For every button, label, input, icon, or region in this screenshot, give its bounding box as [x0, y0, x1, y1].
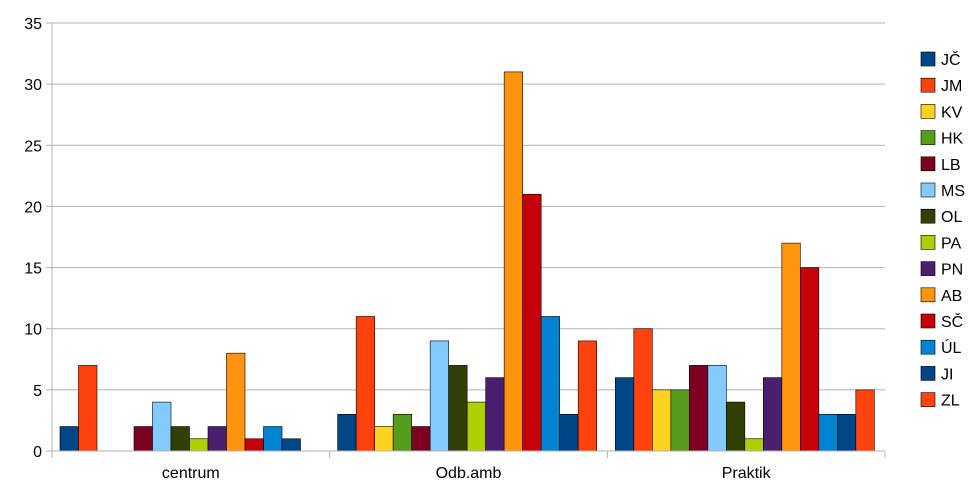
bar-centrum-JM	[78, 365, 98, 452]
legend-swatch	[920, 130, 936, 145]
legend-label: SČ	[941, 312, 963, 331]
legend-swatch	[920, 51, 936, 67]
axes: 0 5 10 15 20 25 30 35 centrum Odb.amb Praktik	[24, 16, 886, 482]
legend-label: PA	[941, 235, 961, 252]
bar-Praktik-PA	[744, 438, 764, 452]
bar-Odb.amb-LB	[411, 426, 431, 452]
bar-Praktik-AB	[781, 242, 801, 452]
legend-label: OL	[941, 209, 962, 226]
bar-Praktik-JI	[837, 414, 857, 452]
bar-centrum-PN	[207, 426, 227, 452]
bar-Odb.amb-PN	[485, 377, 505, 452]
x-category-label: centrum	[162, 465, 220, 482]
bar-Praktik-SČ	[800, 267, 820, 452]
legend-label: LB	[941, 157, 961, 174]
bar-Praktik-OL	[726, 401, 746, 452]
legend-swatch	[920, 182, 936, 198]
bar-Odb.amb-MS	[429, 340, 449, 452]
legend-label: JM	[941, 78, 962, 95]
legend-swatch	[920, 339, 936, 355]
bar-Odb.amb-SČ	[522, 193, 542, 452]
bar-Praktik-KV	[652, 389, 672, 452]
bar-centrum-SČ	[244, 438, 264, 452]
legend-swatch	[920, 77, 936, 93]
y-tick-label: 10	[24, 322, 42, 339]
bar-Praktik-MS	[707, 365, 727, 452]
y-tick-label: 15	[24, 261, 42, 278]
legend-label: JI	[941, 366, 953, 383]
x-category-label: Praktik	[722, 465, 772, 482]
y-tick-label: 5	[33, 383, 42, 400]
legend-label: HK	[941, 131, 964, 148]
legend-swatch	[920, 366, 936, 381]
bar-Odb.amb-JČ	[337, 414, 357, 452]
gridlines	[52, 22, 885, 391]
legend-label: JČ	[941, 50, 961, 69]
bar-Praktik-ZL	[855, 389, 875, 452]
bar-centrum-OL	[170, 426, 190, 452]
y-tick-label: 0	[33, 444, 42, 461]
legend-swatch	[920, 235, 936, 250]
bar-Odb.amb-PA	[466, 401, 486, 452]
legend: JČ JM KV HK LB MS OL PA PN AB SČ ÚL JI ZL	[920, 50, 965, 410]
bar-Odb.amb-ZL	[577, 340, 597, 452]
legend-swatch	[920, 287, 936, 303]
bar-centrum-JČ	[59, 426, 79, 452]
legend-label: ZL	[941, 393, 960, 410]
bar-centrum-ÚL	[263, 426, 283, 452]
bars	[59, 71, 875, 452]
bar-Odb.amb-HK	[392, 414, 412, 452]
x-category-label: Odb.amb	[436, 465, 502, 482]
legend-label: KV	[941, 104, 963, 121]
legend-swatch	[920, 104, 936, 119]
legend-label: ÚL	[941, 338, 962, 357]
bar-Odb.amb-JI	[559, 414, 579, 452]
bar-Odb.amb-OL	[448, 365, 468, 452]
bar-centrum-AB	[226, 352, 246, 452]
legend-label: MS	[941, 183, 965, 200]
bar-centrum-LB	[133, 426, 153, 452]
bar-Odb.amb-ÚL	[540, 316, 560, 452]
legend-label: AB	[941, 288, 962, 305]
legend-swatch	[920, 261, 936, 276]
legend-swatch	[920, 156, 936, 172]
bar-Praktik-LB	[689, 365, 709, 452]
y-tick-label: 30	[24, 77, 42, 94]
legend-swatch	[920, 208, 936, 224]
bar-Praktik-PN	[763, 377, 783, 452]
bar-Odb.amb-KV	[374, 426, 394, 452]
y-tick-label: 20	[24, 199, 42, 216]
y-tick-label: 35	[24, 16, 42, 33]
bar-centrum-PA	[189, 438, 209, 452]
bar-Praktik-JM	[633, 328, 653, 452]
bar-centrum-JI	[281, 438, 301, 452]
legend-swatch	[920, 313, 936, 329]
bar-Praktik-ÚL	[818, 414, 838, 452]
bar-Odb.amb-AB	[503, 71, 523, 452]
y-tick-label: 25	[24, 138, 42, 155]
legend-swatch	[920, 392, 936, 407]
bar-Odb.amb-JM	[355, 316, 375, 452]
bar-Praktik-JČ	[615, 377, 635, 452]
bar-Praktik-HK	[670, 389, 690, 452]
legend-label: PN	[941, 262, 963, 279]
bar-centrum-MS	[152, 401, 172, 452]
